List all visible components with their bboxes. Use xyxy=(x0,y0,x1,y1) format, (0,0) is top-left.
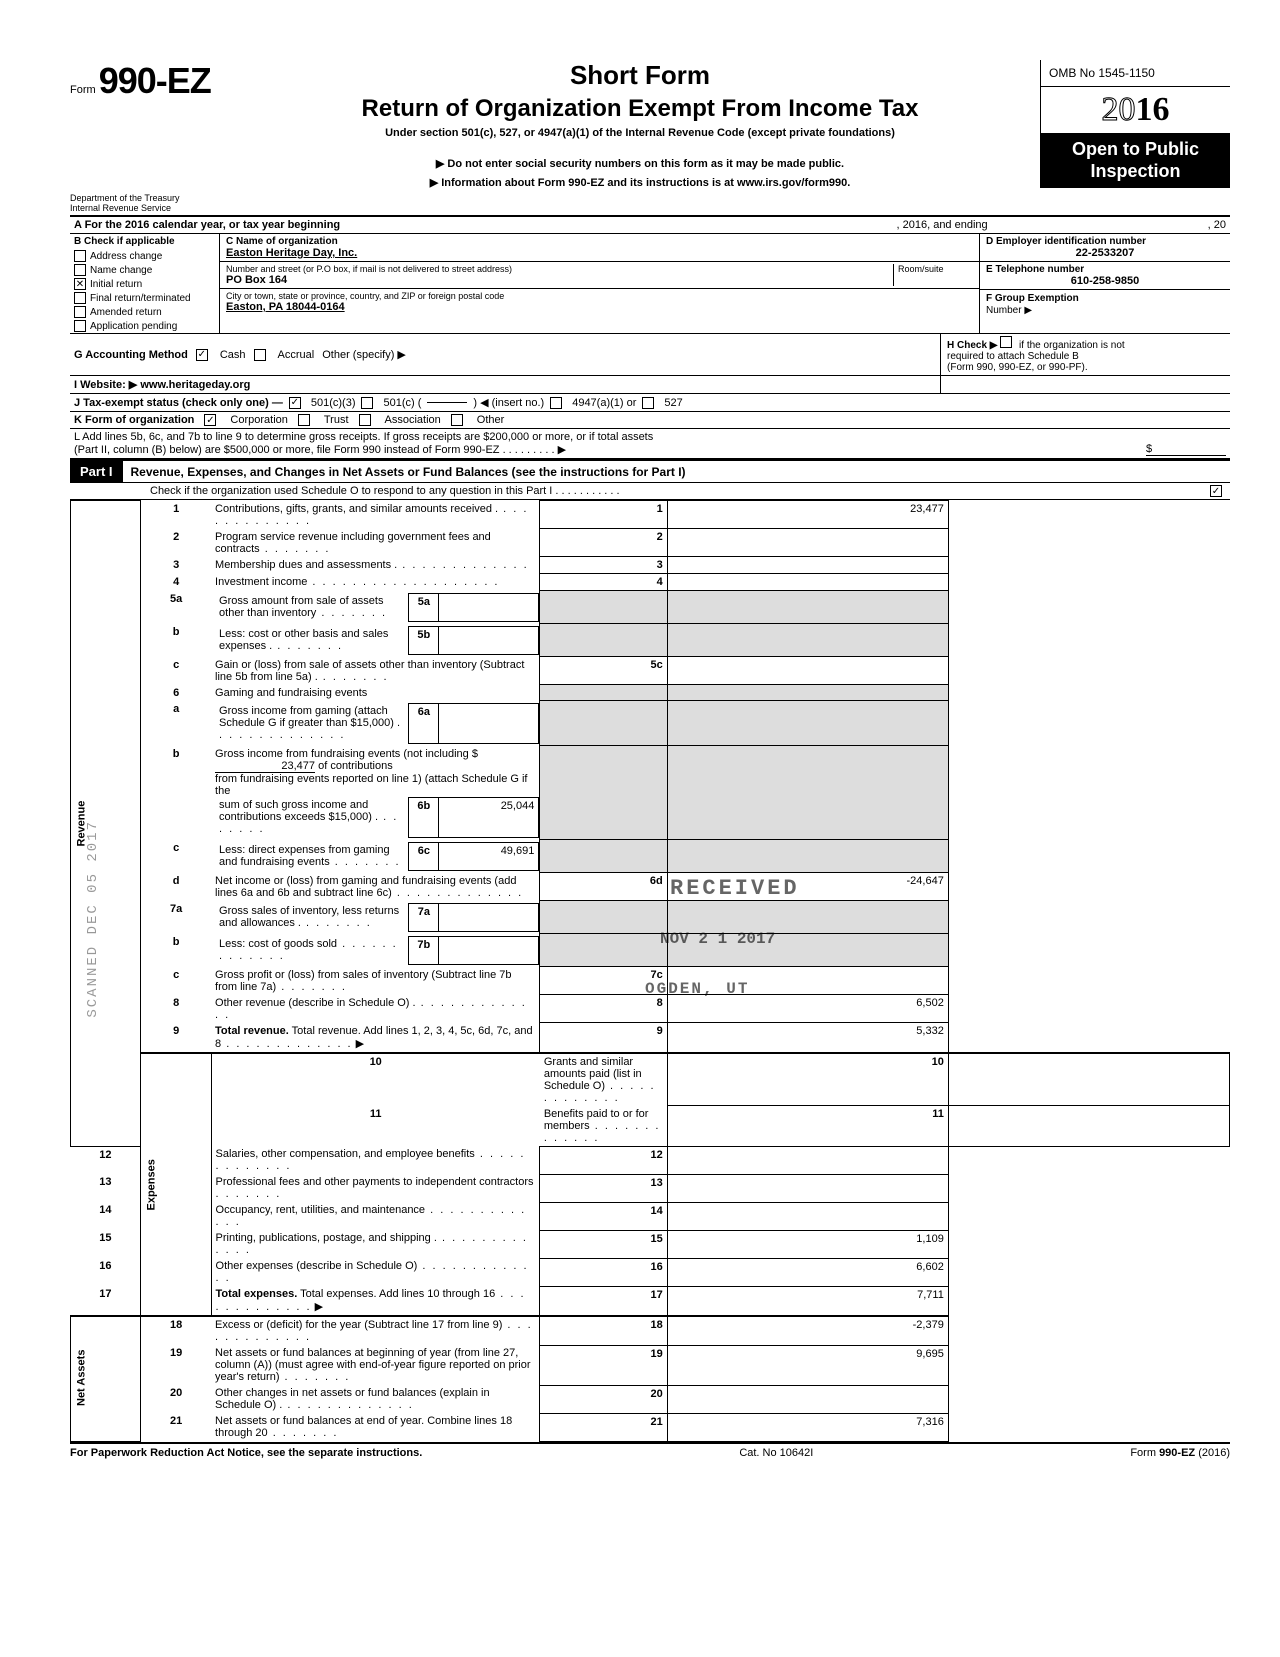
phone: 610-258-9850 xyxy=(986,275,1224,287)
part1-title: Revenue, Expenses, and Changes in Net As… xyxy=(123,465,686,479)
checkbox[interactable] xyxy=(74,250,86,262)
footer-left: For Paperwork Reduction Act Notice, see … xyxy=(70,1447,422,1459)
footer-mid: Cat. No 10642I xyxy=(739,1447,813,1459)
footer: For Paperwork Reduction Act Notice, see … xyxy=(70,1442,1230,1459)
part1-check-o: Check if the organization used Schedule … xyxy=(70,483,1230,500)
chk-h[interactable] xyxy=(1000,336,1012,348)
side-expenses: Expenses xyxy=(141,1053,211,1317)
part1-header: Part I Revenue, Expenses, and Changes in… xyxy=(70,459,1230,483)
dept-box: Department of the Treasury Internal Reve… xyxy=(70,193,240,215)
tax-year: 2016 xyxy=(1041,87,1230,133)
chk-4947[interactable] xyxy=(550,397,562,409)
d-label: D Employer identification number xyxy=(986,236,1224,247)
b-header: B Check if applicable xyxy=(70,234,219,249)
checkbox[interactable] xyxy=(74,264,86,276)
h-box: H Check ▶ if the organization is not req… xyxy=(940,334,1230,375)
f-label: F Group Exemption xyxy=(986,293,1079,304)
year-bold: 16 xyxy=(1136,91,1170,128)
side-revenue: Revenue xyxy=(71,501,141,1147)
dept-row: Department of the Treasury Internal Reve… xyxy=(70,193,1230,217)
col-def: D Employer identification number 22-2533… xyxy=(980,234,1230,333)
c-name-row: C Name of organization Easton Heritage D… xyxy=(220,234,979,262)
year-outline: 20 xyxy=(1102,91,1136,128)
chk-amended[interactable]: Amended return xyxy=(70,305,219,319)
short-form-label: Short Form xyxy=(250,60,1030,91)
c-addr-row: Number and street (or P.O box, if mail i… xyxy=(220,262,979,289)
chk-527[interactable] xyxy=(642,397,654,409)
stamp-received: RECEIVED xyxy=(670,876,800,901)
f-label2: Number ▶ xyxy=(986,305,1032,316)
section-bcdef: B Check if applicable Address change Nam… xyxy=(70,234,1230,334)
instr-1: ▶ Do not enter social security numbers o… xyxy=(250,157,1030,170)
addr-label: Number and street (or P.O box, if mail i… xyxy=(226,264,893,274)
inspection-label: Inspection xyxy=(1041,161,1230,183)
part1-label: Part I xyxy=(70,461,123,482)
main-title: Return of Organization Exempt From Incom… xyxy=(250,95,1030,123)
chk-app[interactable]: Application pending xyxy=(70,319,219,333)
form-number: 990-EZ xyxy=(99,60,211,101)
ein: 22-2533207 xyxy=(986,247,1224,259)
checkbox[interactable] xyxy=(74,292,86,304)
chk-corp[interactable]: ✓ xyxy=(204,414,216,426)
org-name: Easton Heritage Day, Inc. xyxy=(226,247,973,259)
col-c: C Name of organization Easton Heritage D… xyxy=(220,234,980,333)
line-a-end: , 20 xyxy=(1208,219,1226,231)
dept-2: Internal Revenue Service xyxy=(70,203,240,213)
stamp-scanned: SCANNED DEC 05 2017 xyxy=(85,820,101,1018)
stamp-ogden: OGDEN, UT xyxy=(645,980,749,998)
chk-trust[interactable] xyxy=(298,414,310,426)
dept-1: Department of the Treasury xyxy=(70,193,240,203)
line-k: K Form of organization ✓Corporation Trus… xyxy=(70,412,1230,429)
subtitle: Under section 501(c), 527, or 4947(a)(1)… xyxy=(250,127,1030,139)
line-j: J Tax-exempt status (check only one) — ✓… xyxy=(70,394,1230,412)
form-number-box: Form 990-EZ xyxy=(70,60,240,102)
chk-address[interactable]: Address change xyxy=(70,249,219,263)
right-header-box: OMB No 1545-1150 2016 Open to Public Ins… xyxy=(1040,60,1230,188)
checkbox[interactable] xyxy=(74,306,86,318)
c-label: C Name of organization xyxy=(226,236,973,247)
form-prefix: Form xyxy=(70,84,96,96)
line-i: I Website: ▶ www.heritageday.org xyxy=(70,376,1230,394)
chk-schedule-o[interactable]: ✓ xyxy=(1210,485,1222,497)
chk-501c[interactable] xyxy=(361,397,373,409)
website: www.heritageday.org xyxy=(140,379,250,391)
checkbox[interactable] xyxy=(74,320,86,332)
line-l: L Add lines 5b, 6c, and 7b to line 9 to … xyxy=(70,429,1230,459)
c-city-row: City or town, state or province, country… xyxy=(220,289,979,315)
chk-assoc[interactable] xyxy=(359,414,371,426)
chk-other[interactable] xyxy=(451,414,463,426)
line-a-label: A For the 2016 calendar year, or tax yea… xyxy=(74,219,340,231)
city: Easton, PA 18044-0164 xyxy=(226,301,973,313)
footer-right: Form 990-EZ (2016) xyxy=(1130,1447,1230,1459)
side-netassets: Net Assets xyxy=(71,1316,141,1441)
line-gh: G Accounting Method ✓Cash Accrual Other … xyxy=(70,334,1230,376)
open-public: Open to Public Inspection xyxy=(1041,133,1230,188)
chk-cash[interactable]: ✓ xyxy=(196,349,208,361)
open-label: Open to Public xyxy=(1041,139,1230,161)
omb-number: OMB No 1545-1150 xyxy=(1041,60,1230,87)
part1-table: Revenue 1 Contributions, gifts, grants, … xyxy=(70,500,1230,1442)
addr: PO Box 164 xyxy=(226,274,893,286)
stamp-date: NOV 2 1 2017 xyxy=(660,930,775,948)
city-label: City or town, state or province, country… xyxy=(226,291,973,301)
col-b: B Check if applicable Address change Nam… xyxy=(70,234,220,333)
instr-2: ▶ Information about Form 990-EZ and its … xyxy=(250,176,1030,189)
room-label: Room/suite xyxy=(893,264,973,286)
chk-final[interactable]: Final return/terminated xyxy=(70,291,219,305)
chk-accrual[interactable] xyxy=(254,349,266,361)
i-label: I Website: ▶ xyxy=(74,379,137,391)
g-label: G Accounting Method xyxy=(74,349,188,361)
chk-name[interactable]: Name change xyxy=(70,263,219,277)
checkbox[interactable]: ✕ xyxy=(74,278,86,290)
line-a: A For the 2016 calendar year, or tax yea… xyxy=(70,217,1230,234)
form-page: { "form": { "prefix": "Form", "number": … xyxy=(70,60,1230,1459)
line-a-mid: , 2016, and ending xyxy=(897,219,988,231)
chk-501c3[interactable]: ✓ xyxy=(289,397,301,409)
chk-initial[interactable]: ✕Initial return xyxy=(70,277,219,291)
title-box: Short Form Return of Organization Exempt… xyxy=(240,60,1040,189)
form-header: Form 990-EZ Short Form Return of Organiz… xyxy=(70,60,1230,189)
e-label: E Telephone number xyxy=(986,264,1224,275)
